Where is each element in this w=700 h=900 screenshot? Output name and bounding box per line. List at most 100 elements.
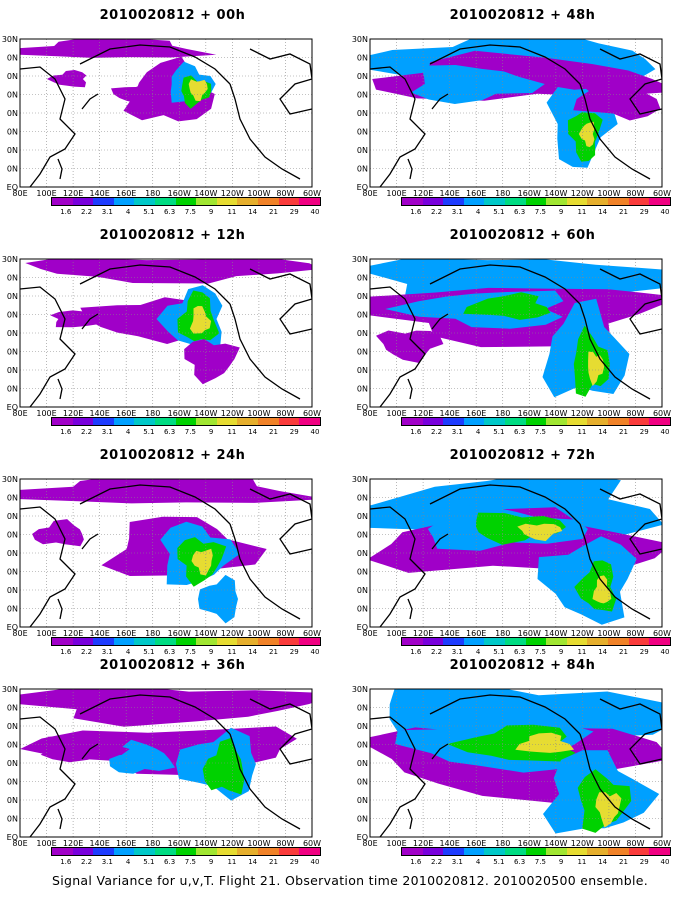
colorbar-label: 14	[598, 648, 608, 656]
lon-tick-label: 100E	[386, 629, 406, 638]
lat-tick-label: 30N	[352, 255, 368, 264]
colorbar	[51, 847, 321, 856]
colorbar-swatch	[299, 418, 320, 425]
colorbar-swatch	[422, 418, 444, 425]
colorbar-label: 21	[268, 428, 278, 436]
lon-tick-label: 100W	[247, 189, 270, 198]
colorbar-label: 21	[618, 858, 628, 866]
lon-tick-label: 140E	[89, 189, 109, 198]
colorbar-swatch	[72, 418, 94, 425]
lon-tick-label: 180	[495, 629, 510, 638]
colorbar-label: 1.6	[60, 648, 72, 656]
colorbar-label: 9	[558, 648, 564, 656]
lon-tick-label: 180	[495, 189, 510, 198]
lat-tick-label: 0N	[357, 72, 368, 81]
lat-tick-label: 0N	[357, 91, 368, 100]
colorbar-swatch	[443, 418, 464, 425]
colorbar-swatch	[525, 848, 547, 855]
colorbar-swatch	[52, 848, 73, 855]
colorbar-swatch	[587, 418, 609, 425]
colorbar-swatch	[258, 198, 279, 205]
coastline	[429, 264, 581, 305]
colorbar-swatch	[525, 198, 547, 205]
colorbar-swatch	[505, 198, 526, 205]
map-svg: 80E 100E 120E 140E 160E 180 160W 140W 120W 100W 80…	[2, 475, 321, 638]
lon-tick-label: 120E	[413, 189, 433, 198]
colorbar-swatch	[278, 848, 300, 855]
lon-tick-label: 80W	[276, 629, 294, 638]
variance-contour	[188, 79, 208, 102]
colorbar-labels: 1.6 2.2 3.1 4 5.1 6.3 7.5 9 11 14 21 29 40	[401, 428, 671, 438]
colorbar-swatch	[484, 848, 506, 855]
lon-tick-label: 120W	[221, 409, 244, 418]
lon-tick-label: 160E	[466, 629, 486, 638]
lon-tick-label: 160E	[116, 839, 136, 848]
colorbar-label: 29	[289, 208, 299, 216]
coastline	[79, 264, 231, 305]
colorbar-swatch	[566, 638, 588, 645]
variance-contour	[578, 121, 595, 148]
colorbar-swatch	[113, 198, 135, 205]
coastline	[20, 286, 76, 407]
colorbar-swatch	[443, 848, 464, 855]
colorbar-swatch	[546, 638, 567, 645]
colorbar-label: 7.5	[184, 208, 196, 216]
variance-contour	[202, 738, 245, 795]
variance-map: 80E 100E 120E 140E 160E 180 160W 140W 120W 100W 80…	[352, 475, 695, 638]
colorbar-swatch	[463, 638, 485, 645]
panel-title: 2010020812 + 48h	[449, 8, 596, 23]
lon-tick-label: 120W	[571, 189, 594, 198]
lat-tick-label: 0N	[357, 311, 368, 320]
lat-tick-label: EQ	[357, 833, 368, 842]
lat-tick-label: 0N	[357, 605, 368, 614]
variance-map: 80E 100E 120E 140E 160E 180 160W 140W 120W 100W 80…	[352, 685, 695, 848]
colorbar-swatch	[525, 638, 547, 645]
colorbar-swatch	[113, 848, 135, 855]
coastline	[429, 44, 581, 85]
colorbar-swatch	[422, 198, 444, 205]
coastline	[79, 694, 231, 735]
colorbar-label: 40	[660, 648, 670, 656]
colorbar-label: 7.5	[184, 428, 196, 436]
lat-tick-label: EQ	[7, 623, 18, 632]
lat-tick-label: 30N	[2, 685, 18, 694]
variance-contour	[411, 65, 545, 104]
lat-tick-label: 0N	[7, 72, 18, 81]
colorbar-swatch	[608, 418, 629, 425]
coastline	[599, 48, 662, 115]
colorbar-swatch	[175, 418, 197, 425]
coastline	[249, 698, 312, 765]
variance-map: 80E 100E 120E 140E 160E 180 160W 140W 120W 100W 80…	[352, 255, 695, 418]
variance-contour	[25, 259, 312, 284]
colorbar-swatch	[93, 638, 114, 645]
colorbar-labels: 1.6 2.2 3.1 4 5.1 6.3 7.5 9 11 14 21 29 40	[51, 648, 321, 658]
lon-tick-label: 100W	[597, 189, 620, 198]
coastline	[79, 484, 231, 525]
colorbar-label: 1.6	[410, 428, 422, 436]
coastline	[431, 743, 449, 760]
lon-tick-label: 140W	[194, 629, 217, 638]
lat-tick-label: 0N	[7, 329, 18, 338]
colorbar	[401, 417, 671, 426]
lat-tick-label: EQ	[357, 183, 368, 192]
lon-tick-label: 60W	[303, 839, 321, 848]
colorbar-label: 21	[618, 428, 628, 436]
colorbar-swatch	[649, 848, 670, 855]
coastline	[20, 716, 76, 837]
lon-tick-label: 140E	[439, 629, 459, 638]
colorbar-swatch	[484, 418, 506, 425]
forecast-panel-24h: 2010020812 + 24h 80E 100E 120E 140E 160E 180 1…	[0, 440, 345, 658]
forecast-panel-36h: 2010020812 + 36h 80E 100E 120E 140E 160E 180 1…	[0, 650, 345, 866]
colorbar-label: 14	[248, 648, 258, 656]
map-frame	[369, 478, 663, 628]
lon-tick-label: 80E	[12, 839, 27, 848]
lon-tick-label: 100E	[36, 189, 56, 198]
lon-tick-label: 120E	[63, 839, 83, 848]
coastline	[407, 158, 413, 180]
coastline	[579, 303, 651, 400]
colorbar-label: 40	[660, 428, 670, 436]
lon-tick-label: 100W	[247, 409, 270, 418]
variance-contour	[184, 339, 240, 385]
lat-tick-label: 0N	[7, 586, 18, 595]
lat-tick-label: 0N	[357, 741, 368, 750]
